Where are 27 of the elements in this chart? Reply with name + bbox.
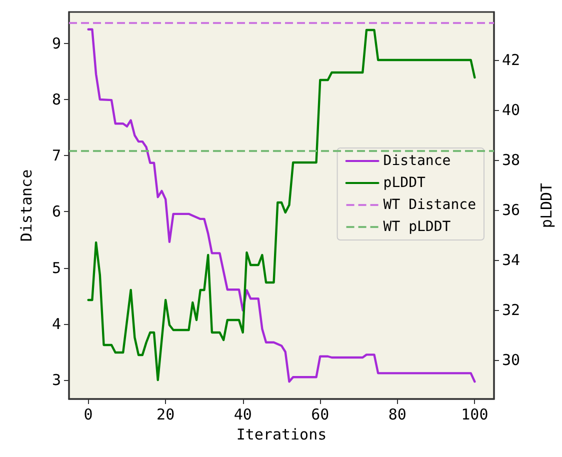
y-tick-label: 3 bbox=[52, 370, 61, 389]
y2-tick-label: 36 bbox=[502, 201, 520, 219]
y2-axis-title: pLDDT bbox=[538, 182, 556, 228]
x-axis-title: Iterations bbox=[236, 426, 327, 444]
y2-tick-label: 34 bbox=[502, 251, 520, 269]
y-tick-label: 5 bbox=[52, 258, 61, 277]
y2-tick-label: 32 bbox=[502, 301, 520, 319]
x-tick-label: 80 bbox=[388, 406, 406, 424]
x-tick-label: 100 bbox=[461, 406, 488, 424]
x-tick-label: 0 bbox=[84, 406, 93, 424]
y-tick-label: 9 bbox=[52, 34, 61, 52]
y2-tick-label: 38 bbox=[502, 151, 520, 169]
y-axis-title: Distance bbox=[18, 169, 36, 242]
y-tick-label: 8 bbox=[52, 90, 61, 108]
legend-label: WT pLDDT bbox=[383, 219, 452, 235]
y-tick-label: 7 bbox=[52, 146, 61, 165]
y2-tick-label: 30 bbox=[502, 351, 520, 369]
x-tick-label: 40 bbox=[234, 406, 252, 424]
y2-tick-label: 40 bbox=[502, 101, 520, 119]
y-tick-label: 6 bbox=[52, 202, 61, 221]
legend-label: Distance bbox=[383, 153, 451, 169]
legend-label: pLDDT bbox=[383, 175, 426, 191]
y-tick-label: 4 bbox=[52, 314, 61, 333]
x-tick-label: 60 bbox=[311, 406, 330, 424]
x-tick-label: 20 bbox=[156, 406, 175, 424]
legend-label: WT Distance bbox=[383, 197, 476, 213]
y2-tick-label: 42 bbox=[502, 51, 520, 69]
